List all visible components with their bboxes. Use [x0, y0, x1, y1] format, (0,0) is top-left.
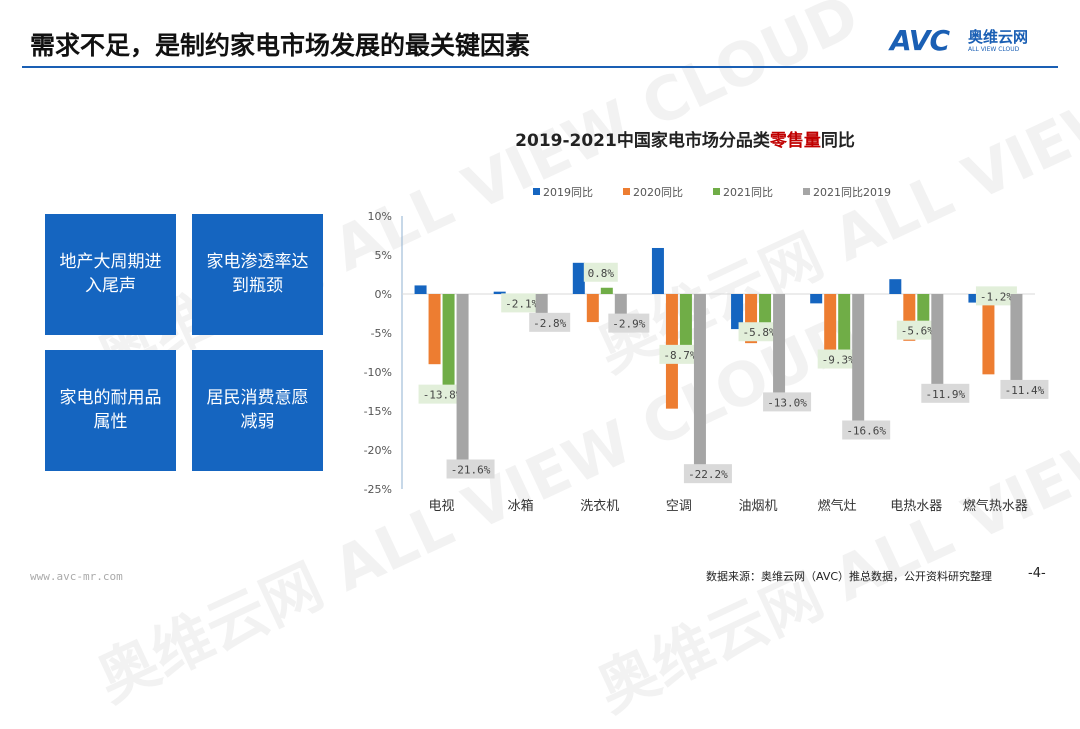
bar: [428, 294, 441, 365]
data-label: -13.8%: [423, 389, 463, 402]
bar: [693, 294, 706, 468]
bar: [600, 287, 613, 294]
legend-swatch: [623, 188, 630, 195]
bar: [773, 294, 786, 396]
data-label: -1.2%: [980, 290, 1013, 303]
legend-swatch: [713, 188, 720, 195]
logo-mark: AVC: [890, 24, 950, 57]
bar: [731, 294, 744, 330]
y-tick-label: 5%: [375, 249, 392, 262]
x-tick-label: 洗衣机: [580, 498, 619, 514]
x-tick-label: 油烟机: [739, 499, 778, 514]
x-tick-label: 空调: [666, 499, 692, 514]
header-divider: [22, 66, 1058, 68]
data-label: -21.6%: [451, 463, 491, 476]
bar: [852, 294, 865, 424]
x-tick-label: 电热水器: [890, 499, 942, 514]
data-label: -2.9%: [612, 318, 645, 331]
data-label-bg: [921, 383, 970, 403]
logo-en: ALL VIEW CLOUD: [968, 46, 1020, 53]
data-label: -5.6%: [901, 325, 934, 338]
data-label-bg: [896, 320, 938, 340]
data-label: -2.8%: [533, 317, 566, 330]
legend-label: 2019同比: [543, 186, 593, 199]
legend-label: 2020同比: [633, 186, 683, 199]
y-tick-label: -15%: [364, 405, 392, 418]
y-tick-label: -10%: [364, 366, 392, 379]
data-label-bg: [501, 293, 543, 313]
data-label: -9.3%: [822, 354, 855, 367]
bar: [810, 294, 823, 304]
bar: [982, 294, 995, 375]
factor-box: 家电的耐用品属性: [45, 350, 176, 471]
data-label-bg: [683, 464, 732, 484]
y-tick-label: -5%: [371, 327, 392, 340]
bar: [889, 279, 902, 294]
data-label-bg: [529, 312, 571, 332]
page-title: 需求不足，是制约家电市场发展的最关键因素: [30, 31, 531, 60]
bar: [968, 294, 981, 303]
data-label: -5.8%: [743, 326, 776, 339]
bar: [414, 285, 427, 294]
logo-cn: 奥维云网: [968, 28, 1029, 46]
data-label: -8.7%: [663, 349, 696, 362]
legend-swatch: [533, 188, 540, 195]
bar: [838, 294, 851, 367]
y-tick-label: 0%: [375, 288, 392, 301]
bar: [824, 294, 837, 358]
y-tick-label: 10%: [368, 210, 392, 223]
data-label-bg: [842, 420, 891, 440]
data-label: -11.4%: [1005, 384, 1045, 397]
data-label: -13.0%: [767, 396, 807, 409]
data-label: -2.1%: [505, 297, 538, 310]
bar: [572, 262, 585, 294]
bar: [586, 294, 599, 323]
bar: [651, 247, 664, 294]
data-label-bg: [763, 392, 812, 412]
factor-box: 居民消费意愿减弱: [192, 350, 323, 471]
y-tick-label: -20%: [364, 444, 392, 457]
y-tick-label: -25%: [364, 483, 392, 496]
data-label-bg: [1000, 379, 1049, 399]
data-label: 0.8%: [588, 267, 615, 280]
data-label-bg: [975, 286, 1017, 306]
data-label-bg: [659, 344, 701, 364]
bar: [493, 291, 506, 294]
data-label-bg: [608, 313, 650, 333]
website-url: www.avc-mr.com: [30, 570, 123, 583]
factor-box: 地产大周期进入尾声: [45, 214, 176, 335]
legend-swatch: [803, 188, 810, 195]
bar: [442, 294, 455, 402]
data-source: 数据来源：奥维云网（AVC）推总数据，公开资料研究整理: [706, 570, 993, 583]
x-tick-label: 电视: [429, 499, 455, 514]
x-tick-label: 冰箱: [508, 498, 534, 514]
legend-label: 2021同比2019: [813, 186, 891, 199]
bar-chart: 2019-2021中国家电市场分品类零售量同比 2019同比 2020同比 2021同…: [364, 130, 1049, 514]
bar: [456, 294, 469, 463]
data-label-bg: [583, 262, 618, 282]
bar: [931, 294, 944, 387]
data-label-bg: [738, 322, 780, 342]
avc-logo: AVC 奥维云网 ALL VIEW CLOUD: [890, 24, 1028, 57]
data-label-bg: [418, 384, 467, 404]
data-label: -11.9%: [925, 388, 965, 401]
x-tick-label: 燃气热水器: [963, 498, 1028, 514]
bar: [1010, 294, 1023, 383]
x-tick-label: 燃气灶: [818, 498, 857, 514]
legend-label: 2021同比: [723, 186, 773, 199]
page-number: -4-: [1028, 566, 1046, 581]
bar: [614, 294, 627, 317]
chart-title: 2019-2021中国家电市场分品类零售量同比: [515, 130, 855, 151]
factor-box: 家电渗透率达到瓶颈: [192, 214, 323, 335]
data-label-bg: [446, 459, 495, 479]
bar: [535, 294, 548, 316]
data-label-bg: [817, 349, 859, 369]
data-label: -22.2%: [688, 468, 728, 481]
data-label: -16.6%: [846, 424, 886, 437]
